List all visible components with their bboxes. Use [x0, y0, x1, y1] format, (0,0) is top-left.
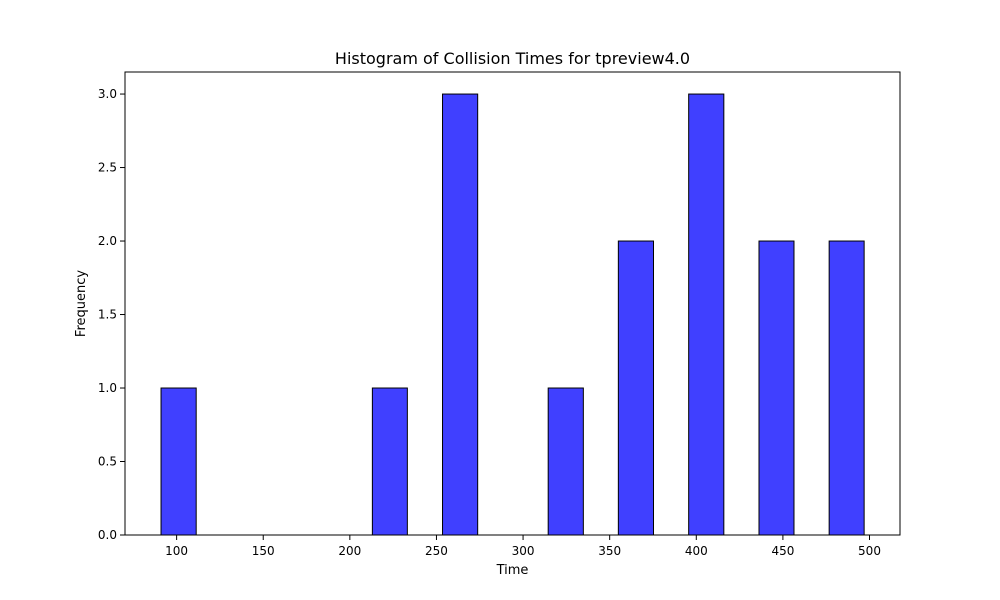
- histogram-bar-0: [160, 387, 197, 536]
- x-tick-label: 150: [252, 544, 275, 558]
- histogram-bar-3: [547, 387, 584, 536]
- x-tick-label: 300: [512, 544, 535, 558]
- histogram-bar-1: [371, 387, 408, 536]
- x-axis-label: Time: [496, 563, 529, 578]
- histogram-bar-2: [442, 93, 479, 536]
- x-axis-ticks: 100 150 200 250 300 350 400 450 500: [165, 535, 881, 558]
- y-tick-label: 1.0: [98, 381, 117, 395]
- histogram-bar-5: [688, 93, 725, 536]
- histogram-bar-4: [617, 240, 655, 536]
- plot-frame: [124, 71, 901, 536]
- y-tick-label: 2.5: [98, 161, 117, 175]
- y-tick-label: 0.5: [98, 455, 117, 469]
- x-tick-label: 100: [165, 544, 188, 558]
- y-tick-label: 2.0: [98, 234, 117, 248]
- bars-group: [160, 93, 865, 536]
- y-tick-label: 3.0: [98, 87, 117, 101]
- chart-title: Histogram of Collision Times for tprevie…: [335, 49, 690, 68]
- x-tick-label: 500: [858, 544, 881, 558]
- x-tick-label: 200: [338, 544, 361, 558]
- x-tick-label: 450: [771, 544, 794, 558]
- y-tick-label: 0.0: [98, 528, 117, 542]
- histogram-bar-6: [758, 240, 795, 536]
- x-tick-label: 400: [685, 544, 708, 558]
- x-tick-label: 250: [425, 544, 448, 558]
- y-axis-label: Frequency: [74, 270, 89, 337]
- histogram-bar-7: [828, 240, 865, 536]
- x-tick-label: 350: [598, 544, 621, 558]
- y-axis-ticks: 0.0 0.5 1.0 1.5 2.0 2.5 3.0: [98, 87, 125, 542]
- y-tick-label: 1.5: [98, 308, 117, 322]
